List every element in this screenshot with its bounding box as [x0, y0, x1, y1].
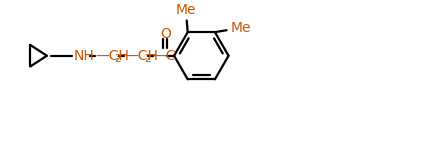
Text: NH: NH: [74, 49, 95, 63]
Text: —C: —C: [153, 49, 176, 63]
Text: 2: 2: [144, 54, 150, 64]
Text: —CH: —CH: [125, 49, 159, 63]
Text: Me: Me: [176, 3, 196, 17]
Text: —CH: —CH: [95, 49, 129, 63]
Text: Me: Me: [230, 21, 251, 35]
Text: O: O: [160, 27, 171, 41]
Text: 2: 2: [115, 54, 122, 64]
